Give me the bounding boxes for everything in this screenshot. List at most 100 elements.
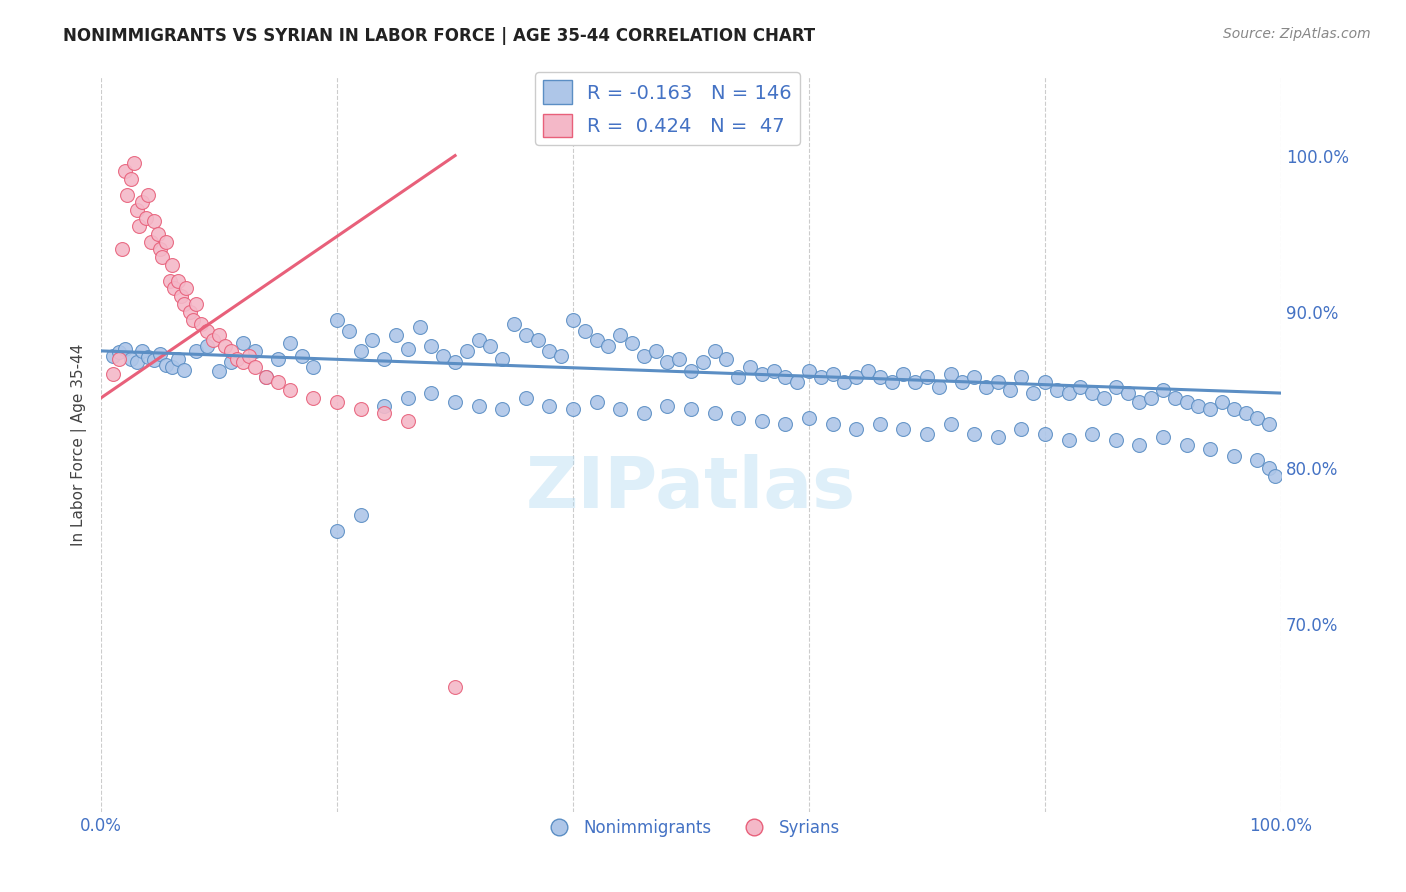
Point: [125, 355, 148, 369]
Point: [108, 351, 131, 366]
Point: [1092, 391, 1115, 405]
Point: [302, 391, 325, 405]
Point: [1223, 449, 1246, 463]
Point: [131, 343, 153, 358]
Point: [135, 211, 157, 225]
Point: [238, 349, 260, 363]
Point: [915, 426, 938, 441]
Point: [821, 417, 844, 432]
Point: [1022, 386, 1045, 401]
Point: [869, 370, 891, 384]
Point: [893, 422, 915, 436]
Text: Source: ZipAtlas.com: Source: ZipAtlas.com: [1223, 27, 1371, 41]
Point: [526, 333, 548, 347]
Point: [751, 414, 773, 428]
Point: [219, 343, 242, 358]
Point: [1057, 433, 1080, 447]
Point: [350, 401, 373, 416]
Point: [232, 355, 254, 369]
Point: [585, 395, 607, 409]
Point: [225, 351, 247, 366]
Point: [202, 333, 225, 347]
Point: [1140, 391, 1163, 405]
Point: [950, 375, 973, 389]
Point: [208, 328, 231, 343]
Point: [467, 333, 489, 347]
Point: [149, 243, 172, 257]
Point: [174, 281, 197, 295]
Point: [845, 422, 868, 436]
Point: [987, 430, 1010, 444]
Point: [120, 351, 142, 366]
Point: [114, 343, 136, 357]
Point: [491, 351, 513, 366]
Point: [467, 399, 489, 413]
Point: [1116, 386, 1139, 401]
Point: [361, 333, 384, 347]
Point: [727, 411, 749, 425]
Point: [326, 312, 349, 326]
Point: [515, 328, 537, 343]
Point: [278, 336, 301, 351]
Point: [574, 324, 596, 338]
Point: [373, 351, 395, 366]
Point: [1175, 437, 1198, 451]
Point: [155, 358, 177, 372]
Point: [1199, 442, 1222, 457]
Point: [716, 351, 738, 366]
Point: [515, 391, 537, 405]
Point: [845, 370, 868, 384]
Text: NONIMMIGRANTS VS SYRIAN IN LABOR FORCE | AGE 35-44 CORRELATION CHART: NONIMMIGRANTS VS SYRIAN IN LABOR FORCE |…: [63, 27, 815, 45]
Point: [181, 312, 204, 326]
Point: [1128, 395, 1150, 409]
Point: [456, 343, 478, 358]
Point: [179, 305, 201, 319]
Point: [101, 349, 124, 363]
Point: [1164, 391, 1187, 405]
Point: [214, 339, 236, 353]
Point: [775, 370, 797, 384]
Point: [1246, 411, 1268, 425]
Point: [1211, 395, 1233, 409]
Point: [1105, 380, 1128, 394]
Point: [163, 281, 186, 295]
Point: [166, 351, 188, 366]
Point: [139, 235, 162, 249]
Point: [609, 401, 631, 416]
Point: [987, 375, 1010, 389]
Point: [703, 343, 725, 358]
Point: [302, 359, 325, 374]
Point: [155, 235, 177, 249]
Point: [122, 156, 145, 170]
Point: [350, 343, 373, 358]
Point: [173, 362, 195, 376]
Point: [396, 414, 419, 428]
Point: [657, 355, 679, 369]
Point: [160, 359, 183, 374]
Point: [1081, 386, 1104, 401]
Point: [114, 164, 136, 178]
Point: [762, 364, 785, 378]
Point: [184, 297, 207, 311]
Point: [125, 203, 148, 218]
Point: [254, 370, 277, 384]
Point: [1152, 430, 1174, 444]
Point: [420, 339, 443, 353]
Point: [1010, 422, 1032, 436]
Point: [337, 324, 360, 338]
Point: [1057, 386, 1080, 401]
Point: [432, 349, 454, 363]
Point: [444, 355, 467, 369]
Point: [326, 395, 349, 409]
Point: [928, 380, 950, 394]
Text: ZIPatlas: ZIPatlas: [526, 454, 856, 524]
Point: [904, 375, 927, 389]
Point: [880, 375, 903, 389]
Point: [679, 364, 702, 378]
Point: [834, 375, 856, 389]
Point: [727, 370, 749, 384]
Point: [797, 364, 820, 378]
Point: [146, 227, 169, 241]
Point: [856, 364, 879, 378]
Point: [1223, 401, 1246, 416]
